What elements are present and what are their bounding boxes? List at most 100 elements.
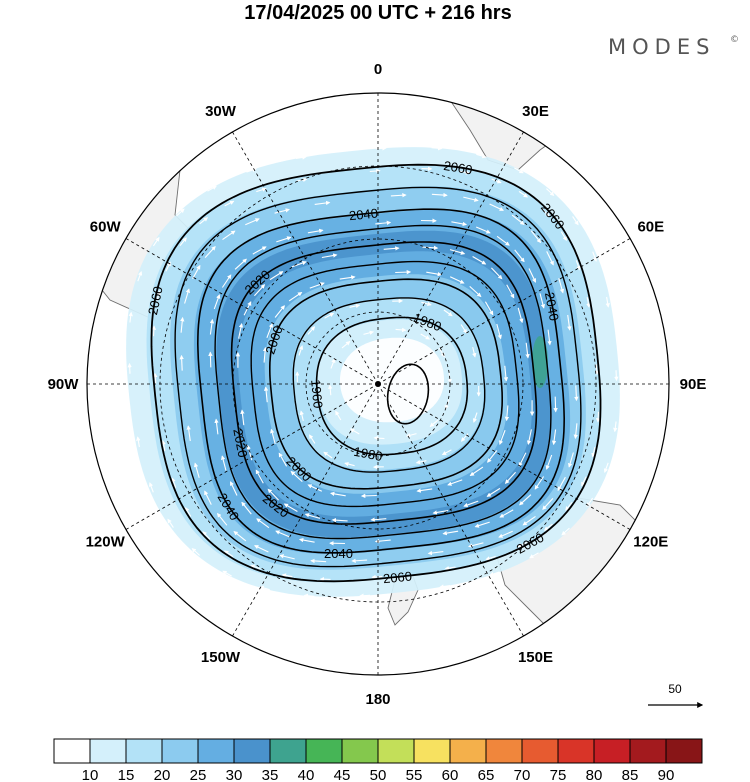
- colorbar-label: 15: [118, 767, 135, 782]
- brand-logo: MODES: [608, 35, 715, 59]
- wind-vector-arrow: [574, 385, 579, 402]
- wind-vector-arrow: [614, 370, 619, 382]
- wind-vector-arrow: [370, 517, 387, 522]
- wind-vector-arrow: [541, 208, 550, 217]
- wind-vector-arrow: [220, 455, 227, 471]
- wind-vector-arrow: [161, 440, 166, 451]
- wind-vector-arrow: [460, 433, 469, 442]
- colorbar-swatch: [413, 738, 451, 764]
- contour-label-text: 2040: [348, 205, 378, 223]
- wind-vector-arrow: [245, 218, 260, 226]
- wind-vector-arrow: [314, 200, 331, 206]
- jet-maximum-patch: [532, 336, 548, 388]
- wind-vector-arrow: [449, 276, 465, 284]
- wind-vector-arrow: [321, 253, 338, 259]
- wind-vector-arrow: [209, 318, 215, 335]
- wind-vector-arrow: [309, 282, 325, 289]
- wind-vector-arrow: [151, 325, 157, 337]
- wind-vector-arrow: [463, 196, 479, 202]
- wind-vector-arrow: [223, 550, 234, 558]
- colorbar-label: 85: [622, 767, 639, 782]
- wind-vector-arrow: [518, 190, 529, 198]
- wind-vector-arrow: [262, 346, 268, 363]
- colorbar-swatch: [377, 738, 415, 764]
- wind-vector-arrow: [469, 285, 482, 298]
- wind-vector-arrow: [444, 565, 456, 571]
- height-contour: [174, 186, 582, 568]
- wind-vector-arrow: [213, 294, 221, 310]
- wind-vector-arrow: [224, 200, 235, 207]
- wind-vector-arrow: [263, 386, 269, 403]
- wind-vector-arrow: [335, 410, 342, 421]
- wind-vector-arrow: [184, 288, 191, 304]
- colorbar-swatch: [449, 738, 487, 764]
- wind-vector-arrow: [498, 430, 506, 446]
- wind-vector-arrow: [128, 311, 133, 323]
- colorbar-label: 30: [226, 767, 243, 782]
- wind-vector-arrow: [259, 585, 270, 591]
- wind-vector-arrow: [303, 593, 315, 598]
- wind-vector-arrow: [557, 476, 566, 492]
- wind-vector-arrow: [156, 290, 161, 302]
- wind-vector-arrow: [511, 214, 525, 225]
- wind-vector-arrow: [233, 531, 247, 542]
- wind-vector-arrow: [330, 491, 346, 497]
- wind-vector-arrow: [328, 384, 333, 396]
- colorbar-swatch: [89, 738, 127, 764]
- wind-vector-arrow: [499, 509, 514, 518]
- wind-vector-arrow: [472, 346, 477, 358]
- wind-vector-arrow: [491, 178, 502, 184]
- wind-vector-arrow: [250, 564, 261, 570]
- longitude-labels: 0 30E 60E 90E 120E 150E 180 150W 120W 90W 60W 30W: [48, 61, 707, 708]
- wind-vector-arrow: [573, 423, 578, 440]
- colorbar-label: 70: [514, 767, 531, 782]
- wind-vector-arrow: [487, 450, 498, 463]
- wind-vector-arrow: [514, 249, 525, 263]
- contour-label: 2040: [324, 546, 353, 561]
- wind-vector-arrow: [310, 558, 327, 564]
- wind-vector-arrow: [373, 435, 385, 441]
- colorbar-label: 20: [154, 767, 171, 782]
- colorbar-swatch: [269, 738, 307, 764]
- wind-vector-arrow: [613, 421, 618, 433]
- wind-vector-arrow: [216, 512, 228, 526]
- wind-vector-arrow: [186, 425, 191, 442]
- longitude-label: 90E: [680, 376, 707, 393]
- height-contour: [250, 260, 520, 508]
- map-boundary: [86, 92, 670, 676]
- wind-vector-arrow: [551, 429, 557, 446]
- wind-vector-arrow: [202, 531, 211, 540]
- longitude-label: 180: [365, 691, 390, 708]
- wind-vector-arrow: [278, 452, 288, 467]
- colorbar-swatch: [521, 738, 559, 764]
- longitude-label: 120E: [633, 534, 668, 551]
- wind-vector-arrow: [422, 245, 439, 251]
- wind-vector-arrow: [472, 256, 487, 265]
- wind-vector-arrow: [506, 284, 515, 299]
- wind-vector-arrow: [167, 518, 174, 528]
- height-contour: [150, 163, 602, 583]
- wind-vector-arrow: [295, 155, 307, 160]
- wind-vector-arrow: [238, 323, 244, 339]
- wind-vector-arrow: [383, 246, 400, 251]
- map-title: 17/04/2025 00 UTC + 216 hrs: [244, 2, 511, 24]
- colorbar-label: 10: [82, 767, 99, 782]
- wind-vector-arrow: [595, 411, 601, 423]
- wind-vector-arrow: [246, 444, 253, 461]
- contour-label-text: 1960: [308, 379, 326, 409]
- meridian-line: [377, 238, 631, 385]
- contour-label-text: 2040: [542, 291, 562, 322]
- wind-vector-arrow: [299, 410, 304, 422]
- wind-vector-arrow: [360, 493, 377, 499]
- wind-vector-arrow: [514, 167, 524, 174]
- wind-vector-arrow: [204, 490, 212, 505]
- wind-vector-arrow: [575, 260, 581, 271]
- wind-vector-arrow: [185, 507, 192, 517]
- wind-vector-arrow: [547, 329, 552, 346]
- wind-vector-arrow: [171, 477, 177, 488]
- colorbar-swatch: [485, 738, 523, 764]
- wind-vector-arrow: [426, 271, 442, 277]
- wind-vector-arrow: [449, 249, 466, 255]
- colorbar-swatch: [557, 738, 595, 764]
